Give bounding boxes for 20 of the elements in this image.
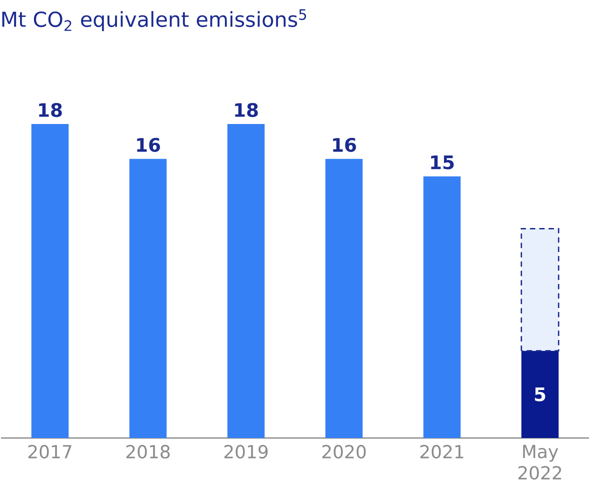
bar <box>31 124 69 438</box>
bar <box>129 158 167 438</box>
data-label: 16 <box>333 138 356 152</box>
chart-title: Mt CO$_{2}$ equivalent emissions$^{5}$ <box>2 9 306 32</box>
x-tick-label: May 2022 <box>518 444 562 480</box>
x-tick-label: 2019 <box>224 444 268 459</box>
data-label: 15 <box>431 156 454 170</box>
x-tick-label: 2017 <box>28 444 72 459</box>
x-tick-label: 2021 <box>420 444 464 459</box>
x-tick-label: 2020 <box>322 444 366 459</box>
data-label: 18 <box>39 102 62 118</box>
bar <box>520 228 560 352</box>
data-label: 18 <box>235 102 258 118</box>
data-label: 5 <box>534 387 546 402</box>
bar <box>325 158 363 438</box>
bar <box>423 176 461 438</box>
bar <box>227 124 265 438</box>
bar <box>521 350 559 438</box>
x-tick-label: 2018 <box>126 444 170 459</box>
data-label: 16 <box>137 138 160 152</box>
